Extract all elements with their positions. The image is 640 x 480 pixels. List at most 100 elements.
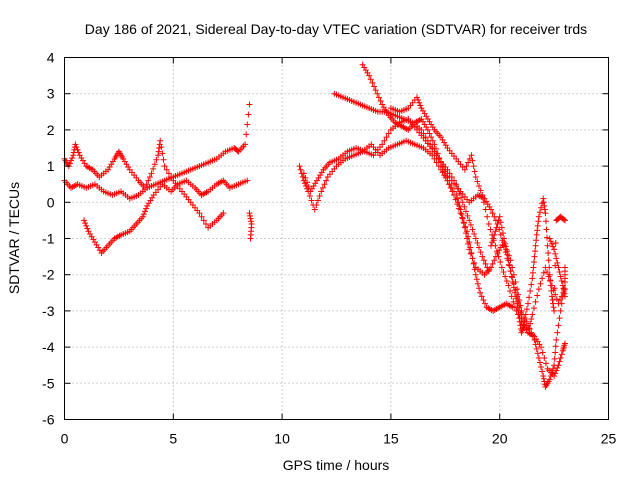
data-point-marker xyxy=(538,344,545,351)
data-point-marker xyxy=(547,238,554,245)
data-point-marker xyxy=(153,156,160,163)
data-point-marker xyxy=(550,300,557,307)
data-point-marker xyxy=(552,343,559,350)
data-point-marker xyxy=(465,159,472,166)
data-point-marker xyxy=(82,220,89,227)
data-point-marker xyxy=(557,307,564,314)
data-point-marker xyxy=(530,259,537,266)
data-point-marker xyxy=(323,177,330,184)
track-7 xyxy=(331,90,492,275)
data-point-marker xyxy=(539,275,546,282)
data-point-marker xyxy=(426,130,433,137)
data-point-marker xyxy=(462,208,469,215)
data-point-marker xyxy=(484,264,491,271)
data-point-marker xyxy=(436,154,443,161)
data-point-marker xyxy=(422,134,429,141)
data-point-marker xyxy=(68,157,75,164)
track-11 xyxy=(546,235,568,300)
data-point-marker xyxy=(505,257,512,264)
data-point-marker xyxy=(313,202,320,209)
data-point-marker xyxy=(83,222,90,229)
data-point-marker xyxy=(441,168,448,175)
data-point-marker xyxy=(448,173,455,180)
data-point-marker xyxy=(547,282,554,289)
data-point-marker xyxy=(163,166,170,173)
data-point-marker xyxy=(547,277,554,284)
track-2 xyxy=(61,137,227,231)
x-tick-label: 20 xyxy=(492,431,508,447)
data-point-marker xyxy=(536,359,543,366)
data-point-marker xyxy=(540,375,547,382)
data-point-marker xyxy=(81,217,88,224)
data-point-marker xyxy=(540,269,547,276)
data-point-marker xyxy=(561,293,568,300)
x-tick-label: 5 xyxy=(169,431,177,447)
data-point-marker xyxy=(464,212,471,219)
data-point-marker xyxy=(557,354,564,361)
data-point-marker xyxy=(418,126,425,133)
data-point-marker xyxy=(160,156,167,163)
data-point-marker xyxy=(444,166,451,173)
data-point-marker xyxy=(535,286,542,293)
data-point-marker xyxy=(551,373,558,380)
y-tick-label: 4 xyxy=(47,50,55,66)
data-point-marker xyxy=(296,163,303,170)
data-point-marker xyxy=(497,259,504,266)
data-point-marker xyxy=(75,149,82,156)
data-point-marker xyxy=(521,316,528,323)
data-point-marker xyxy=(139,213,146,220)
data-point-marker xyxy=(561,290,568,297)
data-point-marker xyxy=(524,300,531,307)
data-point-marker xyxy=(530,305,537,312)
data-point-marker xyxy=(477,187,484,194)
x-tick-label: 0 xyxy=(61,431,69,447)
y-tick-label: -6 xyxy=(42,412,55,428)
data-point-marker xyxy=(528,281,535,288)
data-point-marker xyxy=(474,240,481,247)
data-point-marker xyxy=(507,268,514,275)
data-point-marker xyxy=(474,178,481,185)
data-point-marker xyxy=(480,297,487,304)
data-point-marker xyxy=(561,264,568,271)
data-point-marker xyxy=(550,365,557,372)
data-point-marker xyxy=(73,144,80,151)
data-point-marker xyxy=(474,280,481,287)
data-point-marker xyxy=(538,204,545,211)
data-point-marker xyxy=(546,271,553,278)
data-point-marker xyxy=(372,87,379,94)
data-point-marker xyxy=(308,197,315,204)
data-point-marker xyxy=(499,230,506,237)
data-point-marker xyxy=(537,280,544,287)
data-point-marker xyxy=(554,329,561,336)
data-point-marker xyxy=(536,209,543,216)
y-tick-label: 2 xyxy=(47,122,55,138)
data-point-marker xyxy=(469,157,476,164)
data-point-marker xyxy=(548,293,555,300)
data-point-marker xyxy=(540,199,547,206)
data-point-marker xyxy=(557,297,564,304)
data-point-marker xyxy=(444,177,451,184)
data-point-marker xyxy=(540,195,547,202)
data-point-marker xyxy=(545,249,552,256)
data-point-marker xyxy=(509,274,516,281)
data-point-marker xyxy=(168,173,175,180)
data-point-marker xyxy=(528,316,535,323)
data-point-marker xyxy=(516,315,523,322)
data-point-marker xyxy=(69,154,76,161)
data-point-marker xyxy=(557,273,564,280)
y-tick-label: 1 xyxy=(47,158,55,174)
data-point-marker xyxy=(535,213,542,220)
data-point-marker xyxy=(315,197,322,204)
data-point-marker xyxy=(539,368,546,375)
data-point-marker xyxy=(560,216,567,223)
data-point-marker xyxy=(493,224,500,231)
data-point-marker xyxy=(546,235,553,242)
data-point-marker xyxy=(466,217,473,224)
data-point-marker xyxy=(503,246,510,253)
data-point-marker xyxy=(550,243,557,250)
data-point-marker xyxy=(469,226,476,233)
data-point-marker xyxy=(508,293,515,300)
data-point-marker xyxy=(247,215,254,222)
data-point-marker xyxy=(551,307,558,314)
